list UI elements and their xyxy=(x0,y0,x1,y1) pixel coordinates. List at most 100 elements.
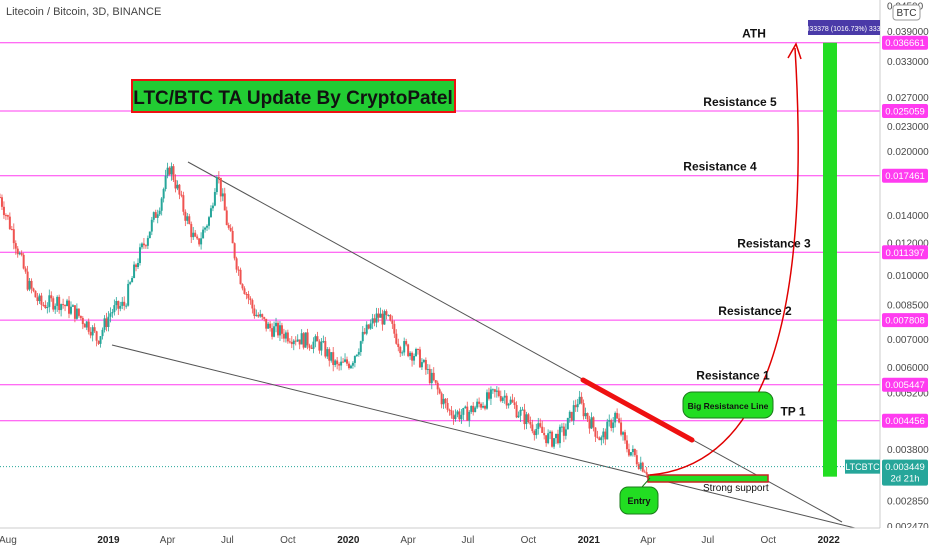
candle-body xyxy=(66,300,69,307)
candle-body xyxy=(454,414,457,420)
price-tick-label: 0.008500 xyxy=(887,300,929,311)
candle-body xyxy=(580,396,583,404)
candle-body xyxy=(369,323,372,329)
level-label: TP 1 xyxy=(780,405,805,419)
candle-body xyxy=(478,401,481,404)
time-axis-ticks: Aug 2019 Apr Jul Oct 2020 Apr Jul Oct 2021 Apr Jul O… xyxy=(0,535,840,546)
candle-body xyxy=(460,414,463,420)
candle-body xyxy=(275,322,278,327)
candle-body xyxy=(263,317,266,319)
candle-body xyxy=(71,305,74,307)
candle-body xyxy=(618,418,621,423)
candle-body xyxy=(290,342,293,345)
candle-body xyxy=(549,431,552,434)
candle-body xyxy=(572,405,575,421)
candle-body xyxy=(300,333,303,345)
candle-body xyxy=(535,428,538,436)
countdown-tag: 2d 21h xyxy=(890,474,919,485)
candle-body xyxy=(436,382,439,390)
candle-body xyxy=(411,352,414,361)
candle-body xyxy=(202,229,205,239)
price-tick-label: 0.020000 xyxy=(887,147,929,158)
candle-body xyxy=(594,427,597,437)
currency-badge[interactable]: BTC xyxy=(897,8,917,19)
candle-body xyxy=(324,341,327,357)
candle-body xyxy=(117,301,120,309)
candle-body xyxy=(338,364,341,366)
candle-body xyxy=(409,352,412,357)
candle-body xyxy=(531,424,534,432)
candle-body xyxy=(91,327,94,336)
candle-body xyxy=(69,306,72,314)
candle-body xyxy=(480,403,483,408)
candle-body xyxy=(582,403,585,417)
candle-body xyxy=(537,423,540,429)
candle-body xyxy=(85,321,88,328)
candle-body xyxy=(608,420,611,422)
level-price-tag: 0.025059 xyxy=(885,106,925,117)
candle-body xyxy=(588,419,591,429)
price-tick-label: 0.006000 xyxy=(887,363,929,374)
candle-body xyxy=(196,236,199,239)
candle-body xyxy=(178,184,181,195)
candle-body xyxy=(344,359,347,362)
candle-body xyxy=(312,341,315,349)
candle-body xyxy=(375,313,378,323)
candle-body xyxy=(207,217,210,226)
candle-body xyxy=(302,333,305,348)
candle-body xyxy=(499,395,502,401)
target-tag: 0.033378 (1016.73%) 33378 xyxy=(800,26,889,33)
headline-text: LTC/BTC TA Update By CryptoPatel xyxy=(133,88,453,109)
candle-body xyxy=(103,318,106,330)
candle-body xyxy=(484,406,487,409)
candle-body xyxy=(44,305,47,309)
level-price-tag-box xyxy=(882,35,928,50)
level-label: Resistance 3 xyxy=(737,236,811,250)
candle-body xyxy=(413,356,416,361)
time-tick-label: Jul xyxy=(462,535,475,546)
candle-body xyxy=(393,323,396,334)
candle-body xyxy=(633,448,636,456)
candle-body xyxy=(612,422,615,429)
candles xyxy=(0,162,648,478)
candle-body xyxy=(562,426,565,436)
candle-body xyxy=(267,323,270,329)
candle-body xyxy=(424,359,427,370)
entry-label: Entry xyxy=(627,496,650,506)
level-label: ATH xyxy=(742,27,766,41)
candle-body xyxy=(99,336,102,344)
candle-body xyxy=(420,362,423,368)
candle-body xyxy=(8,216,11,230)
candle-body xyxy=(432,372,435,381)
candle-body xyxy=(645,472,648,475)
candle-body xyxy=(109,313,112,317)
candle-body xyxy=(602,431,605,438)
candle-body xyxy=(347,363,350,369)
candle-body xyxy=(568,411,571,418)
candle-body xyxy=(265,318,268,329)
candle-body xyxy=(93,327,96,332)
candle-body xyxy=(627,449,630,456)
candle-body xyxy=(50,295,53,299)
currency-badge-box[interactable] xyxy=(892,4,921,21)
candle-body xyxy=(198,238,201,245)
candle-body xyxy=(590,417,593,429)
candle-body xyxy=(515,405,518,418)
time-tick-label: Oct xyxy=(280,535,296,546)
candle-body xyxy=(501,397,504,401)
candle-body xyxy=(54,305,57,310)
candle-body xyxy=(353,356,356,363)
candle-body xyxy=(135,264,138,268)
candle-body xyxy=(245,293,248,295)
candle-body xyxy=(405,341,408,345)
candle-body xyxy=(206,225,209,228)
candle-body xyxy=(448,409,451,411)
candle-body xyxy=(553,438,556,447)
level-label: Resistance 2 xyxy=(718,304,792,318)
candle-body xyxy=(101,329,104,337)
candle-body xyxy=(428,368,431,384)
candle-body xyxy=(440,393,443,405)
candle-body xyxy=(576,403,579,408)
candle-body xyxy=(489,389,492,399)
candle-body xyxy=(379,313,382,318)
